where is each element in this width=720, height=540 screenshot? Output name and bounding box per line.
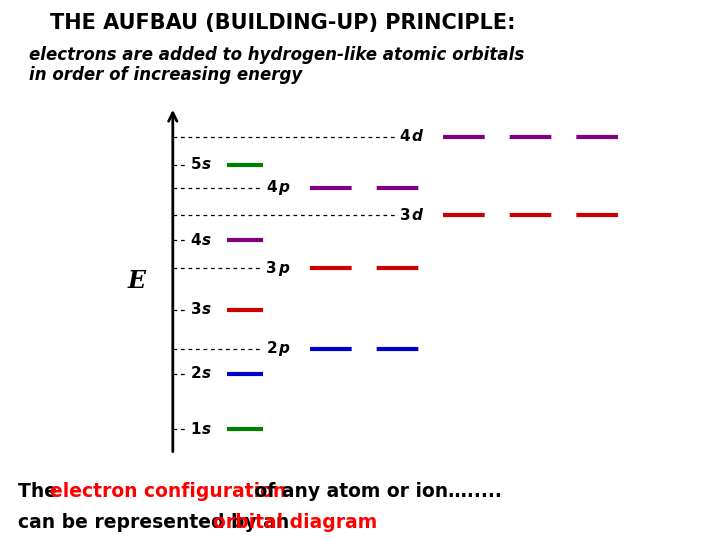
Text: E: E — [128, 269, 145, 293]
Text: 1: 1 — [191, 422, 202, 437]
Text: 3: 3 — [400, 208, 410, 222]
Text: p: p — [278, 261, 289, 275]
Text: s: s — [202, 367, 212, 381]
Text: 2: 2 — [191, 367, 202, 381]
Text: s: s — [202, 422, 212, 437]
Text: 3: 3 — [266, 261, 277, 275]
Text: p: p — [278, 341, 289, 356]
Text: The: The — [18, 482, 63, 502]
Text: d: d — [411, 208, 422, 222]
Text: 5: 5 — [191, 157, 202, 172]
Text: 3: 3 — [191, 302, 202, 317]
Text: in order of increasing energy: in order of increasing energy — [29, 66, 302, 84]
Text: orbital diagram: orbital diagram — [213, 514, 377, 532]
Text: THE AUFBAU (BUILDING-UP) PRINCIPLE:: THE AUFBAU (BUILDING-UP) PRINCIPLE: — [50, 14, 516, 33]
Text: electron configuration: electron configuration — [50, 482, 287, 502]
Text: 4: 4 — [400, 130, 410, 144]
Text: s: s — [202, 157, 212, 172]
Text: 2: 2 — [266, 341, 277, 356]
Text: d: d — [411, 130, 422, 144]
Text: electrons are added to hydrogen-like atomic orbitals: electrons are added to hydrogen-like ato… — [29, 46, 524, 64]
Text: can be represented by an: can be represented by an — [18, 514, 296, 532]
Text: 4: 4 — [191, 233, 202, 248]
Text: 4: 4 — [266, 180, 277, 195]
Text: s: s — [202, 302, 212, 317]
Text: p: p — [278, 180, 289, 195]
Text: of any atom or ion….....: of any atom or ion…..... — [248, 482, 502, 502]
Text: s: s — [202, 233, 212, 248]
